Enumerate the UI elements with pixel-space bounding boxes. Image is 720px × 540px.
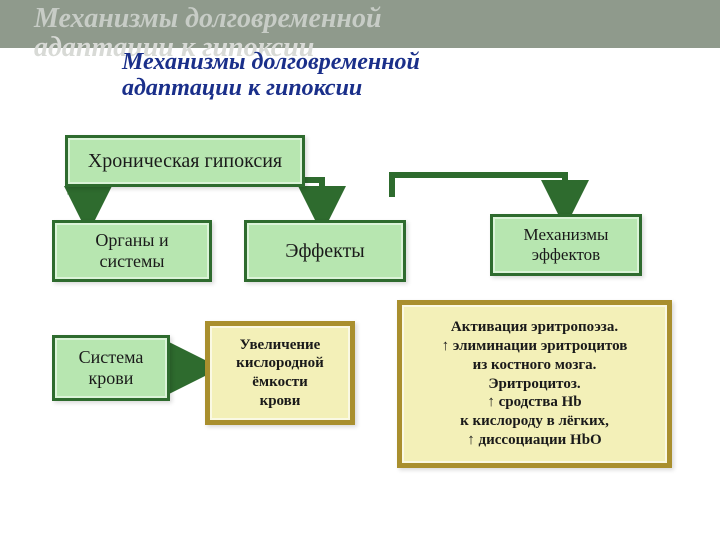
node-effects: Эффекты	[244, 220, 406, 282]
title-line1: Механизмы долговременной	[122, 50, 420, 76]
node-organs-systems: Органы и системы	[52, 220, 212, 282]
node-mech-label: Механизмы эффектов	[524, 225, 609, 264]
node-mechanisms: Механизмы эффектов	[490, 214, 642, 276]
slide-title: Механизмы долговременной адаптации к гип…	[122, 50, 420, 102]
node-oxygen-capacity: Увеличение кислородной ёмкости крови	[205, 321, 355, 425]
node-blood-system: Система крови	[52, 335, 170, 401]
node-chronic-hypoxia: Хроническая гипоксия	[65, 135, 305, 187]
node-effects-label: Эффекты	[285, 240, 365, 263]
node-capacity-label: Увеличение кислородной ёмкости крови	[236, 336, 324, 411]
node-blood-label: Система крови	[79, 347, 144, 388]
slide-stage: Механизмы долговременной адаптации к гип…	[0, 0, 720, 540]
arrow-to-mechanisms	[392, 175, 565, 210]
node-detail-label: Активация эритропоэза. ↑ элиминации эрит…	[442, 318, 628, 449]
node-organs-label: Органы и системы	[95, 230, 168, 271]
top-banner	[0, 0, 720, 48]
node-chronic-label: Хроническая гипоксия	[88, 150, 282, 173]
node-detail-mechanisms: Активация эритропоэза. ↑ элиминации эрит…	[397, 300, 672, 468]
title-line2: адаптации к гипоксии	[122, 76, 420, 102]
